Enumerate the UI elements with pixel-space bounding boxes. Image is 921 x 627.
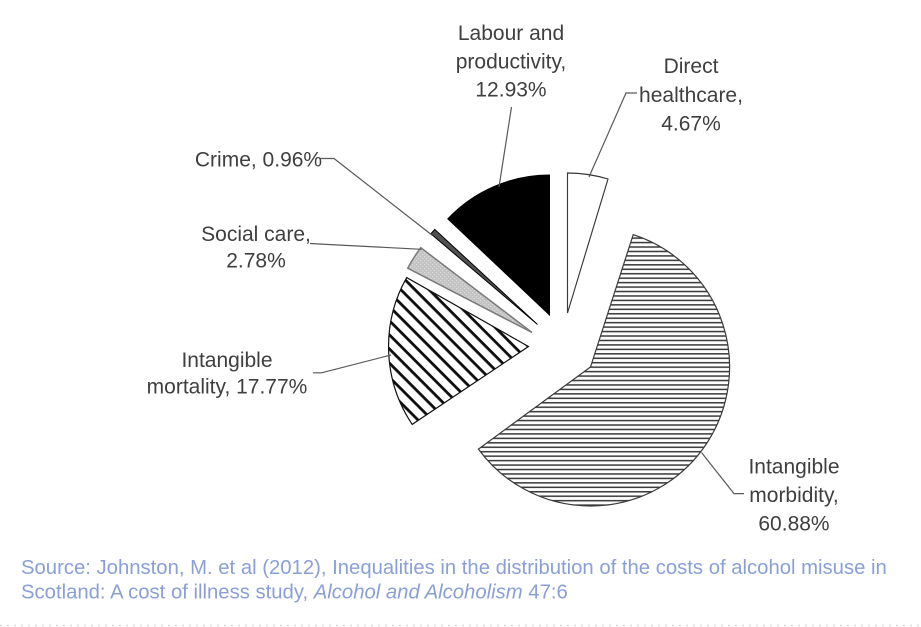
svg-text:Labour and: Labour and [458,22,564,45]
svg-text:Intangible: Intangible [748,456,839,479]
svg-text:morbidity,: morbidity, [749,484,838,507]
svg-text:Crime, 0.96%: Crime, 0.96% [195,149,322,172]
svg-text:healthcare,: healthcare, [639,84,743,107]
svg-text:Source: Johnston, M. et al (20: Source: Johnston, M. et al (2012), Inequ… [21,557,887,579]
svg-text:Social care,: Social care, [201,223,311,246]
svg-text:2.78%: 2.78% [226,250,286,273]
svg-text:12.93%: 12.93% [475,79,546,102]
svg-text:4.67%: 4.67% [661,113,721,136]
svg-text:60.88%: 60.88% [758,513,829,536]
svg-text:Direct: Direct [664,55,719,78]
svg-text:Scotland: A cost of illness st: Scotland: A cost of illness study, Alcoh… [21,581,568,603]
svg-text:Intangible: Intangible [181,349,272,372]
svg-text:productivity,: productivity, [456,51,567,74]
svg-text:mortality, 17.77%: mortality, 17.77% [147,376,308,399]
